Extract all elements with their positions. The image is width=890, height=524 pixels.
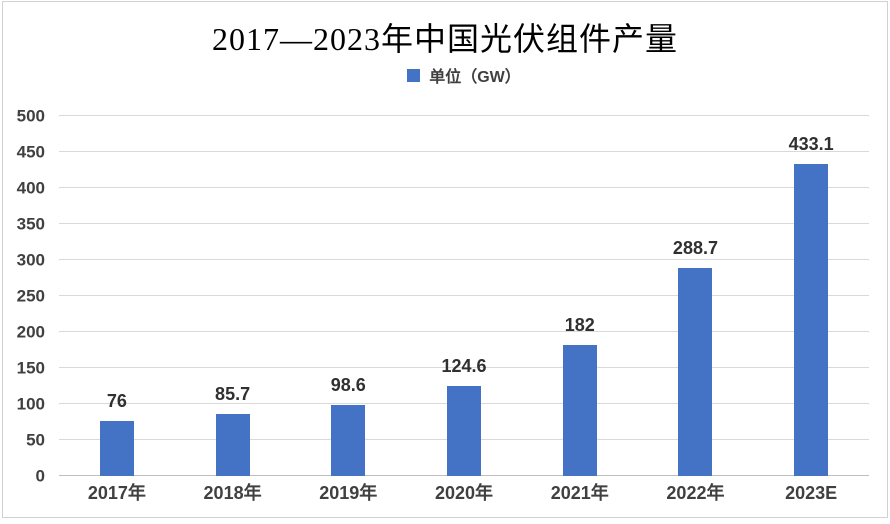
- y-tick-label: 200: [16, 322, 45, 342]
- gridline: [59, 331, 869, 332]
- y-tick-label: 450: [16, 142, 45, 162]
- data-label: 288.7: [672, 238, 718, 259]
- bar-column: 124.6: [406, 116, 522, 476]
- x-axis: 2017年 2018年 2019年 2020年 2021年 2022年 2023E: [59, 481, 869, 505]
- data-label: 124.6: [441, 356, 487, 377]
- bars: 76 85.7 98.6 124.6 182 288.7 433.1: [59, 116, 869, 476]
- y-tick-label: 150: [16, 358, 45, 378]
- chart-title: 2017—2023年中国光伏组件产量: [211, 21, 678, 57]
- gridline: [59, 223, 869, 224]
- data-label: 98.6: [330, 375, 366, 396]
- bar-2017年: [99, 421, 134, 476]
- y-tick-label: 300: [16, 250, 45, 270]
- y-tick-label: 250: [16, 286, 45, 306]
- x-tick-label: 2023E: [785, 483, 838, 503]
- bar-column: 85.7: [175, 116, 291, 476]
- bar-2023E: [794, 164, 829, 476]
- bar-2019年: [331, 405, 366, 476]
- bar-column: 433.1: [753, 116, 869, 476]
- gridline: [59, 115, 869, 116]
- legend: 单位（GW）: [59, 64, 869, 86]
- data-label: 182: [564, 314, 595, 335]
- plot-area: 76 85.7 98.6 124.6 182 288.7 433.1: [59, 115, 869, 476]
- x-tick-label: 2022年: [666, 483, 725, 503]
- bar-column: 76: [59, 116, 175, 476]
- y-tick-label: 500: [16, 106, 45, 126]
- legend-label: 单位（GW）: [429, 69, 521, 86]
- gridline: [59, 295, 869, 296]
- gridline: [59, 259, 869, 260]
- bar-2020年: [447, 386, 482, 476]
- y-tick-label: 50: [26, 430, 45, 450]
- bar-column: 288.7: [638, 116, 754, 476]
- bar-2021年: [562, 344, 597, 476]
- y-tick-label: 350: [16, 214, 45, 234]
- x-tick-label: 2019年: [319, 483, 378, 503]
- x-tick-label: 2020年: [434, 483, 494, 503]
- data-label: 433.1: [788, 134, 834, 155]
- x-tick-label: 2017年: [87, 483, 146, 503]
- bar-column: 182: [522, 116, 638, 476]
- y-axis: 0 50 100 150 200 250 300 350 400 450 500: [3, 108, 51, 485]
- bar-2022年: [678, 268, 713, 476]
- gridline: [59, 151, 869, 152]
- y-tick-label: 100: [16, 394, 45, 414]
- bar-2018年: [215, 414, 250, 476]
- x-tick-label: 2018年: [203, 483, 262, 503]
- y-tick-label: 400: [16, 178, 45, 198]
- legend-swatch-icon: [407, 68, 421, 82]
- data-label: 76: [106, 391, 127, 412]
- gridline: [59, 187, 869, 188]
- x-tick-label: 2021年: [550, 483, 609, 503]
- data-label: 85.7: [215, 384, 251, 405]
- gridline: [59, 367, 869, 368]
- y-tick-label: 0: [35, 466, 45, 486]
- bar-column: 98.6: [290, 116, 406, 476]
